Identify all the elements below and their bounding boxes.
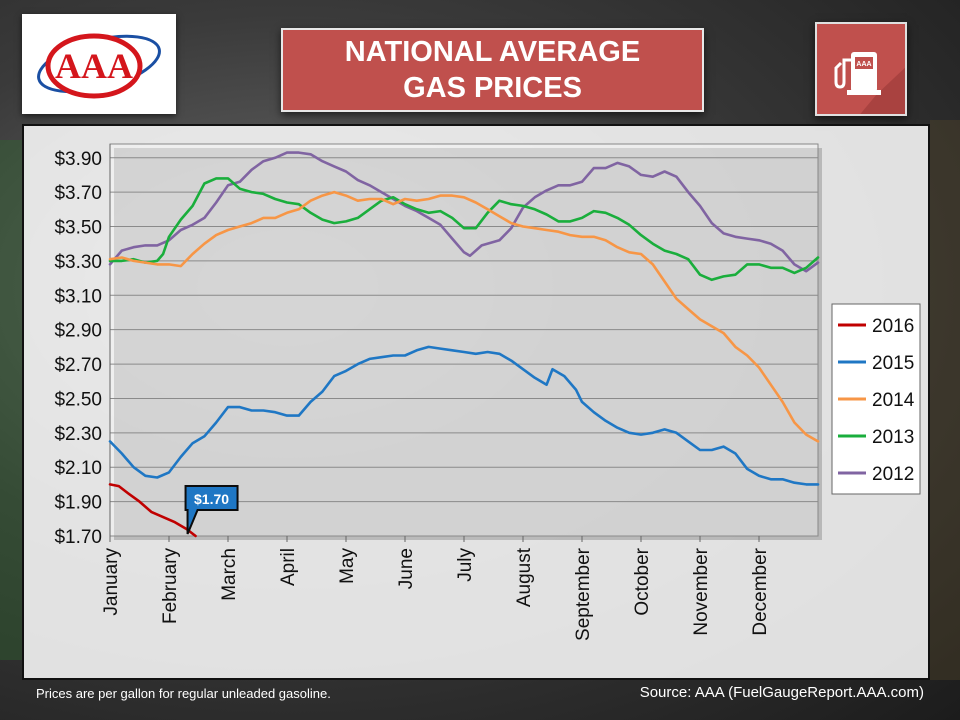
page-title: NATIONAL AVERAGE GAS PRICES	[281, 28, 704, 112]
background-pump-handle	[930, 120, 960, 680]
x-tick-label: August	[514, 547, 535, 607]
legend-label-2015: 2015	[872, 353, 914, 374]
series-line-2014	[108, 190, 820, 443]
y-tick-label: $2.30	[54, 424, 102, 445]
x-tick-label: February	[160, 548, 181, 625]
source-credit: Source: AAA (FuelGaugeReport.AAA.com)	[639, 684, 924, 701]
gas-pump-icon	[834, 52, 881, 95]
x-tick-label: December	[750, 547, 771, 635]
y-tick-label: $2.50	[54, 389, 102, 410]
aaa-logo: AAA	[22, 14, 176, 114]
x-tick-label: September	[573, 547, 594, 641]
chart-panel: $3.90 $3.70 $3.50 $3.30 $3.10 $2.90 $2.70 $2.50…	[22, 124, 930, 680]
y-tick-label: $3.90	[54, 149, 102, 170]
line-chart: $3.90 $3.70 $3.50 $3.30 $3.10 $2.90 $2.70 $2.50…	[54, 143, 921, 641]
legend-label-2014: 2014	[872, 390, 915, 411]
x-tick-label: July	[455, 548, 476, 582]
y-tick-label: $2.70	[54, 355, 102, 376]
y-tick-label: $1.70	[54, 527, 102, 548]
callout-label: $1.70	[194, 491, 229, 507]
y-tick-label: $2.90	[54, 321, 102, 342]
y-tick-label: $3.70	[54, 183, 102, 204]
y-tick-label: $3.50	[54, 218, 102, 239]
x-tick-label: March	[219, 548, 240, 601]
y-tick-label: $2.10	[54, 458, 102, 479]
title-line-2: GAS PRICES	[403, 72, 582, 104]
x-tick-label: April	[278, 548, 299, 586]
legend-label-2016: 2016	[872, 316, 914, 337]
logo-text: AAA	[55, 46, 133, 86]
x-tick-label: January	[101, 548, 122, 616]
series-line-2012	[108, 151, 820, 273]
y-tick-label: $3.10	[54, 286, 102, 307]
y-tick-label: $3.30	[54, 252, 102, 273]
y-tick-label: $1.90	[54, 493, 102, 514]
plot-area	[109, 143, 819, 537]
series-line-2013	[108, 177, 820, 282]
footnote: Prices are per gallon for regular unlead…	[36, 686, 331, 701]
legend-label-2013: 2013	[872, 427, 914, 448]
series-line-2015	[108, 345, 820, 486]
title-line-1: NATIONAL AVERAGE	[344, 36, 641, 68]
x-tick-label: October	[632, 547, 653, 615]
gas-pump-badge: AAA	[815, 22, 907, 116]
callout-box	[184, 485, 239, 535]
series-line-2016	[108, 483, 197, 538]
x-tick-label: November	[691, 547, 712, 635]
x-tick-label: June	[396, 548, 417, 589]
legend-label-2012: 2012	[872, 464, 914, 485]
pump-logo-text: AAA	[856, 61, 871, 68]
x-tick-label: May	[337, 548, 358, 584]
